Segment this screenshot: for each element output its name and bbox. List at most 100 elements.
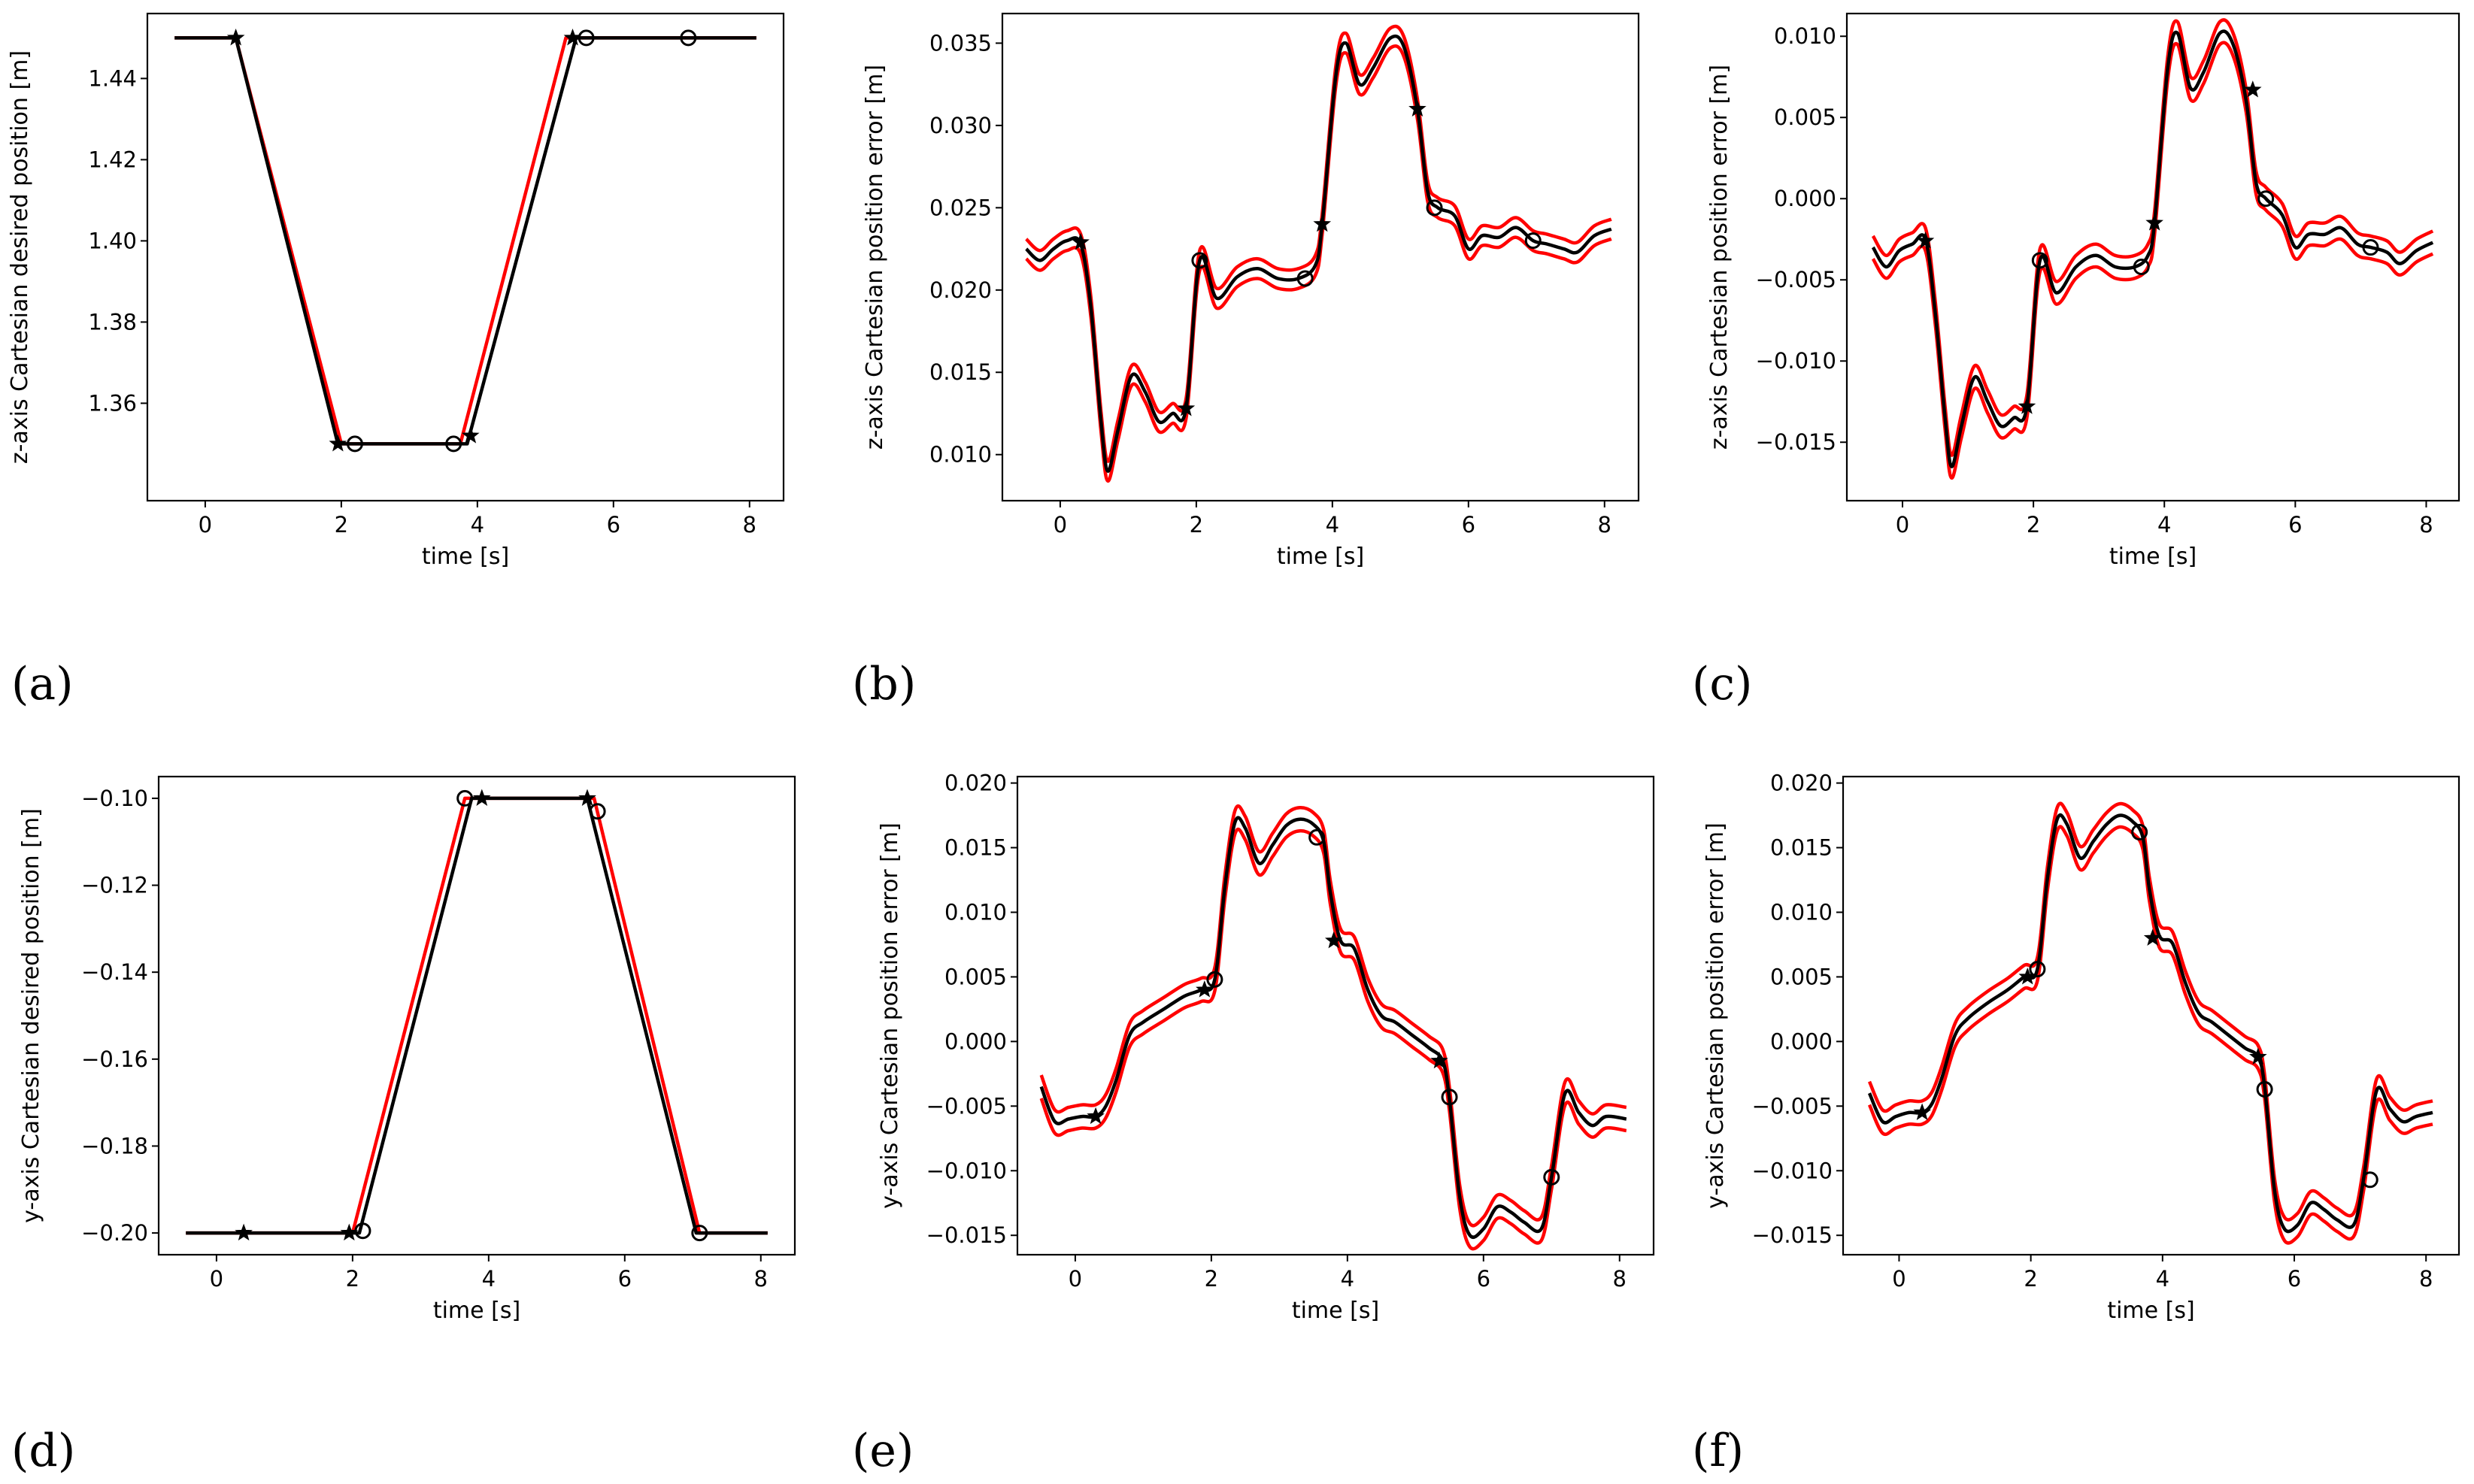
x-tick-label: 4 xyxy=(482,1266,496,1292)
panel-label: (b) xyxy=(852,658,916,710)
y-tick-label: 0.010 xyxy=(929,442,992,468)
y-tick-label: 0.000 xyxy=(1774,186,1836,211)
plot-area xyxy=(174,36,756,446)
y-tick-label: 0.010 xyxy=(1774,23,1836,49)
y-tick-label: 0.020 xyxy=(1770,771,1833,796)
x-tick-label: 8 xyxy=(2419,1266,2433,1292)
x-tick-label: 2 xyxy=(346,1266,359,1292)
x-tick-label: 8 xyxy=(743,512,756,538)
y-tick-label: 0.020 xyxy=(929,277,992,303)
marker-circle xyxy=(1206,971,1223,988)
plot-area xyxy=(1867,801,2433,1245)
x-tick-label: 4 xyxy=(2157,512,2171,538)
series-line-bound-lower xyxy=(1871,41,2434,480)
series-line-nominal xyxy=(186,796,768,1235)
x-tick-label: 8 xyxy=(1598,512,1611,538)
x-tick-label: 8 xyxy=(1613,1266,1627,1292)
chart-panel-d: 0 2 4 6 8 −0.20 −0.18 −0.16 −0.14 −0.12 −0.10 time … xyxy=(11,775,796,1477)
marker-circle xyxy=(1308,828,1326,846)
marker-star xyxy=(1408,99,1426,117)
y-tick-label: −0.20 xyxy=(81,1220,148,1246)
marker-star xyxy=(1072,232,1090,250)
marker-star xyxy=(1430,1051,1448,1069)
y-tick-label: −0.015 xyxy=(926,1222,1007,1248)
marker-circle xyxy=(1296,270,1314,287)
axes-frame xyxy=(1016,775,1655,1256)
y-tick-label: −0.10 xyxy=(81,786,148,811)
y-axis-label: z-axis Cartesian position error [m] xyxy=(1706,65,1733,450)
panel-label: (e) xyxy=(852,1425,914,1477)
marker-circle xyxy=(680,29,697,47)
axes-frame xyxy=(1842,775,2460,1256)
marker-circle xyxy=(2133,258,2150,275)
x-tick-label: 2 xyxy=(1190,512,1203,538)
y-tick-label: −0.18 xyxy=(81,1133,148,1158)
panel-label: (d) xyxy=(11,1425,75,1477)
y-tick-label: 0.005 xyxy=(944,964,1007,989)
y-tick-label: 0.000 xyxy=(944,1028,1007,1054)
y-tick-label: 0.020 xyxy=(944,771,1007,796)
y-tick-label: −0.010 xyxy=(1752,1158,1833,1183)
series-line-bound-upper xyxy=(1867,801,2433,1222)
y-tick-label: 1.44 xyxy=(88,65,137,91)
y-tick-label: −0.015 xyxy=(1752,1222,1833,1248)
marker-star xyxy=(1196,980,1214,998)
marker-circle xyxy=(578,29,595,47)
plot-area xyxy=(1039,804,1627,1251)
y-tick-label: 1.38 xyxy=(88,309,137,335)
plot-area xyxy=(186,796,768,1235)
marker-circle xyxy=(2131,823,2148,840)
series-line-bound-lower xyxy=(1025,44,1612,483)
x-tick-label: 6 xyxy=(2288,1266,2301,1292)
marker-star xyxy=(461,426,480,444)
y-axis-label: y-axis Cartesian desired position [m] xyxy=(18,808,44,1223)
x-tick-label: 4 xyxy=(2156,1266,2169,1292)
chart-panel-b: 0 2 4 6 8 0.010 0.015 0.020 0.025 0.030 0.035 time … xyxy=(852,12,1640,710)
x-axis-label: time [s] xyxy=(1277,544,1364,570)
y-tick-label: −0.12 xyxy=(81,873,148,898)
marker-circle xyxy=(346,435,363,453)
x-tick-label: 2 xyxy=(2027,512,2040,538)
axes-frame xyxy=(146,12,785,502)
x-tick-label: 6 xyxy=(618,1266,632,1292)
y-axis-label: z-axis Cartesian desired position [m] xyxy=(7,50,33,464)
x-tick-label: 6 xyxy=(1477,1266,1490,1292)
y-tick-label: 1.36 xyxy=(88,390,137,416)
axes-frame xyxy=(157,775,796,1256)
marker-star xyxy=(235,1223,253,1241)
y-axis-label: y-axis Cartesian position error [m] xyxy=(877,822,903,1209)
marker-circle xyxy=(1426,199,1443,217)
x-tick-label: 2 xyxy=(2024,1266,2037,1292)
y-tick-label: 1.40 xyxy=(88,228,137,253)
y-tick-label: −0.005 xyxy=(1756,267,1836,292)
x-tick-label: 4 xyxy=(1341,1266,1354,1292)
y-tick-label: −0.16 xyxy=(81,1046,148,1072)
chart-panel-a: 0 2 4 6 8 1.36 1.38 1.40 1.42 1.44 time [s] z-axis … xyxy=(7,12,785,710)
series-line-bound-lower xyxy=(1039,827,1627,1251)
y-tick-label: −0.015 xyxy=(1756,429,1836,455)
y-tick-label: 0.025 xyxy=(929,195,992,220)
x-tick-label: 8 xyxy=(754,1266,768,1292)
x-tick-label: 2 xyxy=(1205,1266,1218,1292)
marker-circle xyxy=(2029,961,2046,978)
y-axis-label: y-axis Cartesian position error [m] xyxy=(1702,822,1729,1209)
y-tick-label: −0.005 xyxy=(1752,1093,1833,1119)
series-line-bound-upper xyxy=(1039,804,1627,1228)
y-tick-label: 1.42 xyxy=(88,147,137,172)
y-tick-label: −0.010 xyxy=(926,1158,1007,1183)
x-tick-label: 0 xyxy=(1896,512,1909,538)
series-line-nominal xyxy=(1867,813,2433,1234)
marker-star xyxy=(2018,397,2036,414)
marker-circle xyxy=(2031,252,2048,269)
x-tick-label: 6 xyxy=(1462,512,1475,538)
marker-star xyxy=(2143,928,2162,946)
marker-star xyxy=(329,434,347,452)
x-tick-label: 6 xyxy=(2288,512,2302,538)
x-tick-label: 0 xyxy=(1054,512,1067,538)
x-tick-label: 8 xyxy=(2419,512,2433,538)
panel-label: (f) xyxy=(1692,1425,1744,1477)
marker-star xyxy=(226,28,245,46)
axes-frame xyxy=(1001,12,1640,502)
x-tick-label: 0 xyxy=(1892,1266,1906,1292)
